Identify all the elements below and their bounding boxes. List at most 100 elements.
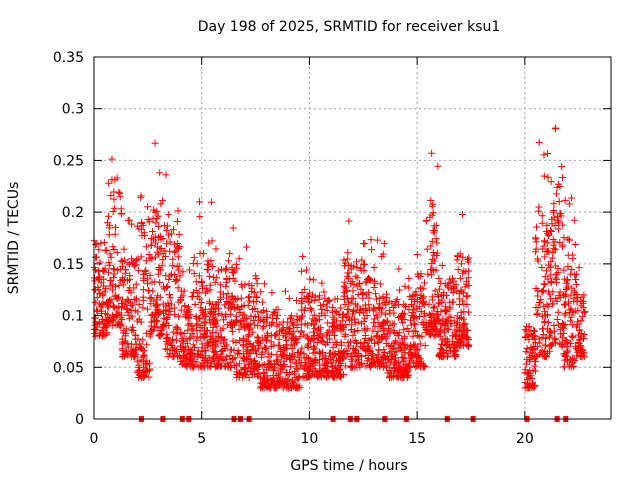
data-point bbox=[258, 309, 266, 317]
data-point bbox=[569, 334, 577, 342]
data-point bbox=[300, 354, 308, 362]
data-point bbox=[249, 367, 257, 375]
data-point bbox=[361, 260, 369, 268]
data-point bbox=[339, 348, 347, 356]
data-point bbox=[164, 222, 172, 230]
data-point bbox=[546, 264, 554, 272]
x-tick-label: 0 bbox=[90, 431, 99, 447]
data-point bbox=[165, 276, 173, 284]
data-point bbox=[263, 332, 271, 340]
data-point bbox=[222, 310, 230, 318]
data-point bbox=[192, 286, 200, 294]
data-point bbox=[183, 360, 191, 368]
data-point bbox=[345, 298, 353, 306]
data-point bbox=[186, 334, 194, 342]
data-point bbox=[287, 341, 295, 349]
data-point bbox=[165, 291, 173, 299]
data-point bbox=[357, 285, 365, 293]
data-point bbox=[103, 303, 111, 311]
data-point bbox=[196, 295, 204, 303]
data-point bbox=[459, 253, 467, 261]
data-point bbox=[194, 320, 202, 328]
data-point bbox=[416, 340, 424, 348]
data-point bbox=[318, 279, 326, 287]
data-point bbox=[353, 274, 361, 282]
data-point bbox=[228, 327, 236, 335]
data-point bbox=[522, 348, 530, 356]
data-point bbox=[549, 208, 557, 216]
data-point bbox=[442, 303, 450, 311]
data-point bbox=[430, 304, 438, 312]
data-point bbox=[201, 312, 209, 320]
data-point bbox=[110, 246, 118, 254]
data-point bbox=[347, 265, 355, 273]
data-point bbox=[239, 373, 247, 381]
data-point bbox=[173, 218, 181, 226]
data-point bbox=[459, 269, 467, 277]
data-point bbox=[142, 266, 150, 274]
data-point bbox=[243, 346, 251, 354]
data-point bbox=[388, 353, 396, 361]
data-point bbox=[110, 313, 118, 321]
data-point bbox=[169, 226, 177, 234]
data-point bbox=[239, 342, 247, 350]
data-point bbox=[277, 346, 285, 354]
data-point bbox=[92, 241, 100, 249]
data-point bbox=[103, 219, 111, 227]
data-point bbox=[254, 372, 262, 380]
data-point bbox=[451, 353, 459, 361]
data-point bbox=[119, 350, 127, 358]
data-point bbox=[223, 360, 231, 368]
data-point bbox=[523, 345, 531, 353]
data-point bbox=[341, 301, 349, 309]
data-point bbox=[118, 315, 126, 323]
data-point bbox=[374, 319, 382, 327]
data-point bbox=[432, 235, 440, 243]
data-point bbox=[223, 341, 231, 349]
data-point bbox=[354, 291, 362, 299]
data-point bbox=[569, 308, 577, 316]
data-point bbox=[307, 319, 315, 327]
data-point bbox=[254, 308, 262, 316]
data-point bbox=[221, 335, 229, 343]
y-tick-label: 0.3 bbox=[62, 102, 84, 118]
data-point bbox=[111, 230, 119, 238]
data-point bbox=[400, 310, 408, 318]
data-point bbox=[284, 375, 292, 383]
data-point bbox=[154, 212, 162, 220]
data-point bbox=[214, 305, 222, 313]
data-point bbox=[434, 162, 442, 170]
data-point bbox=[551, 335, 559, 343]
data-point bbox=[117, 320, 125, 328]
data-point bbox=[153, 207, 161, 215]
data-point bbox=[105, 269, 113, 277]
data-point bbox=[194, 350, 202, 358]
data-point bbox=[226, 250, 234, 258]
data-point bbox=[216, 295, 224, 303]
data-point bbox=[91, 298, 99, 306]
data-point bbox=[367, 334, 375, 342]
data-point bbox=[311, 297, 319, 305]
data-point bbox=[319, 348, 327, 356]
data-point bbox=[407, 342, 415, 350]
data-point bbox=[550, 245, 558, 253]
data-point bbox=[365, 301, 373, 309]
data-point bbox=[464, 292, 472, 300]
data-point bbox=[568, 332, 576, 340]
data-point bbox=[437, 352, 445, 360]
data-point bbox=[122, 266, 130, 274]
data-point bbox=[252, 297, 260, 305]
data-point bbox=[195, 314, 203, 322]
data-point bbox=[198, 306, 206, 314]
data-point bbox=[562, 285, 570, 293]
data-point bbox=[163, 283, 171, 291]
data-point bbox=[554, 217, 562, 225]
data-point bbox=[365, 274, 373, 282]
data-point bbox=[148, 278, 156, 286]
data-point bbox=[529, 349, 537, 357]
data-point bbox=[575, 264, 583, 272]
data-point bbox=[427, 260, 435, 268]
data-point bbox=[252, 274, 260, 282]
data-point bbox=[309, 361, 317, 369]
data-point bbox=[573, 323, 581, 331]
